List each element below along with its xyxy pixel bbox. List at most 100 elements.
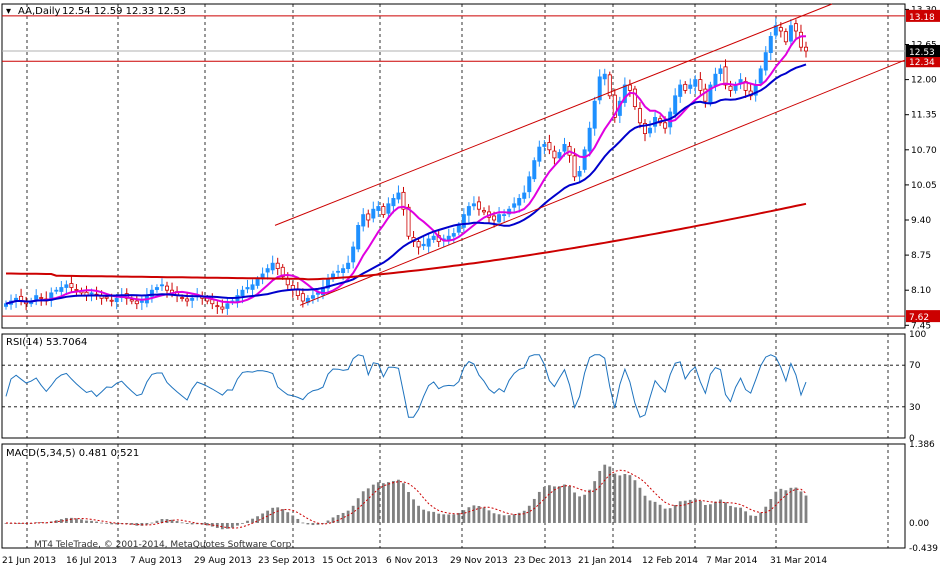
macd-bar: [145, 522, 149, 525]
macd-bar: [593, 481, 597, 523]
macd-bar: [739, 507, 742, 523]
macd-bar: [321, 522, 325, 524]
macd-bar: [286, 512, 290, 523]
candle-body: [466, 206, 471, 216]
candle-body: [476, 201, 481, 210]
candle-body: [129, 299, 134, 302]
candle-body: [139, 300, 144, 303]
macd-bar: [452, 514, 456, 523]
candle-body: [34, 295, 39, 301]
macd-bar: [296, 518, 300, 523]
ohlc-readout: 12.54 12.59 12.33 12.53: [62, 6, 186, 17]
candle-body: [703, 88, 708, 102]
level-tag: [906, 310, 940, 323]
candle-body: [69, 283, 74, 288]
candle-body: [547, 142, 552, 151]
candle-body: [502, 214, 507, 217]
macd-bar: [633, 480, 637, 523]
macd-bar: [754, 515, 758, 523]
candle-body: [527, 176, 532, 193]
candle-body: [492, 215, 497, 221]
candle-body: [622, 84, 627, 103]
macd-bar: [492, 513, 496, 523]
candle-body: [215, 305, 220, 308]
channel-lower: [299, 59, 906, 306]
candle-body: [220, 306, 225, 310]
panel-frame-1: [1, 333, 906, 439]
macd-bar: [95, 521, 98, 523]
candle-body: [602, 73, 607, 80]
macd-bar: [774, 491, 778, 523]
candle-body: [607, 74, 612, 97]
candle-body: [341, 268, 346, 273]
macd-panel: [4, 464, 808, 530]
candle-body: [592, 100, 597, 129]
candle-body: [637, 108, 642, 124]
macd-bar: [326, 520, 330, 523]
chart-menu-icon[interactable]: ▾: [6, 6, 11, 17]
macd-bar: [502, 515, 506, 523]
panel-frame-0: [1, 3, 906, 329]
macd-bar: [613, 473, 617, 523]
x-tick-label: 7 Mar 2014: [706, 556, 758, 566]
candle-body: [180, 297, 185, 299]
candle-body: [572, 155, 577, 178]
macd-bar: [130, 522, 134, 525]
rsi-title: RSI(14) 53.7064: [6, 337, 87, 348]
macd-bar: [371, 484, 375, 523]
candle-body: [24, 301, 29, 305]
level-tag-label: 13.18: [909, 13, 935, 23]
candle-body: [522, 192, 527, 199]
macd-bar: [271, 507, 275, 523]
macd-bar: [764, 506, 768, 523]
candle-body: [275, 262, 280, 270]
macd-bar: [417, 505, 420, 523]
x-tick-label: 31 Mar 2014: [770, 556, 827, 566]
macd-bar: [683, 500, 687, 523]
x-tick-label: 21 Jun 2013: [2, 556, 56, 566]
candle-body: [793, 23, 798, 32]
macd-bar: [759, 512, 763, 523]
macd-bar: [522, 510, 526, 523]
candle-body: [190, 297, 195, 301]
macd-bar: [376, 482, 380, 523]
macd-bar: [618, 475, 622, 523]
candle-body: [421, 243, 426, 247]
macd-bar: [588, 489, 592, 523]
candle-body: [648, 127, 653, 134]
candle-body: [471, 203, 476, 207]
candle-body: [109, 299, 114, 302]
macd-bar: [779, 488, 783, 523]
macd-bar: [527, 505, 531, 523]
macd-bar: [180, 522, 184, 524]
candle-body: [255, 278, 260, 286]
macd-bar: [789, 487, 793, 523]
candle-body: [401, 191, 406, 210]
y-tick-label: 8.10: [911, 286, 931, 296]
y-tick-label: 11.35: [911, 111, 937, 121]
macd-bar: [442, 514, 446, 523]
candle-body: [481, 210, 486, 213]
candle-body: [376, 206, 381, 211]
macd-bar: [804, 495, 808, 523]
macd-bar: [210, 522, 214, 527]
macd-bar: [563, 484, 566, 523]
rsi-tick-label: 100: [909, 330, 926, 340]
macd-bar: [719, 499, 722, 523]
candle-body: [74, 289, 79, 291]
macd-bar: [457, 512, 461, 523]
macd-bar: [507, 515, 511, 523]
macd-bar: [306, 522, 310, 525]
candle-body: [456, 224, 461, 233]
candle-body: [627, 84, 632, 91]
candle-body: [64, 284, 69, 288]
candle-body: [154, 287, 159, 290]
macd-bar: [185, 522, 189, 524]
macd-bar: [165, 519, 169, 523]
candle-body: [245, 287, 250, 290]
candle-body: [159, 284, 164, 287]
macd-bar: [115, 522, 119, 525]
macd-bar: [100, 522, 103, 524]
x-tick-label: 21 Jan 2014: [578, 556, 632, 566]
candle-body: [713, 73, 718, 87]
